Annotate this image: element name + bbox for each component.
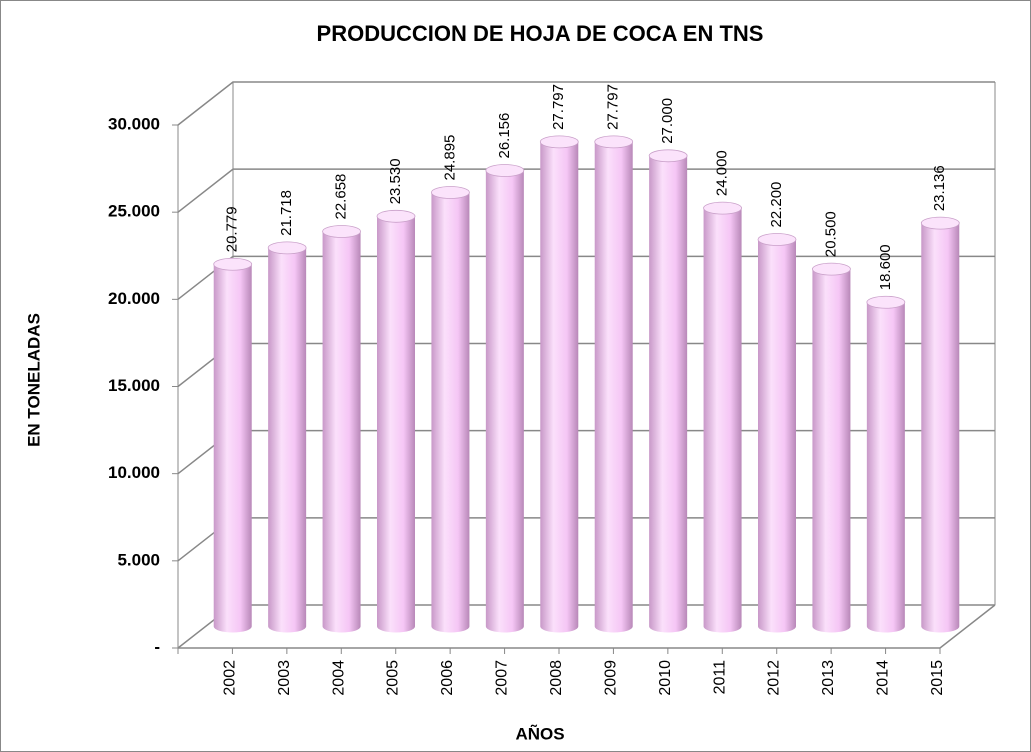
bar-top [920, 216, 960, 230]
bar-top [376, 209, 416, 223]
value-label: 23.530 [387, 158, 404, 204]
value-label: 23.136 [931, 165, 948, 211]
y-tick-label: 20.000 [108, 289, 160, 308]
x-tick-label: 2013 [820, 660, 837, 696]
value-label: 22.200 [768, 182, 785, 228]
y-tick-label: 25.000 [108, 202, 160, 221]
x-tick-label: 2002 [221, 660, 238, 696]
bar [540, 141, 579, 633]
value-label: 21.718 [278, 190, 295, 236]
y-tick-label: 30.000 [108, 114, 160, 133]
x-tick-label: 2007 [494, 660, 511, 696]
bar [921, 223, 960, 633]
x-axis-label: AÑOS [515, 723, 564, 743]
y-tick-label: 5.000 [117, 550, 160, 569]
x-tick-label: 2004 [330, 660, 347, 696]
bar [594, 141, 633, 633]
bar [649, 155, 688, 633]
bar [322, 231, 361, 633]
y-tick-label: - [154, 637, 160, 656]
bar-top [703, 201, 742, 215]
bar-top [594, 135, 634, 149]
bar [431, 192, 470, 633]
bar-top [866, 295, 906, 309]
value-label: 27.797 [550, 84, 567, 130]
y-tick-label: 15.000 [108, 376, 160, 395]
value-label: 26.156 [496, 113, 513, 159]
bar [758, 239, 796, 633]
x-tick-label: 2005 [385, 660, 402, 696]
bar-top [431, 186, 470, 199]
bar-top [648, 149, 688, 163]
chart-title: PRODUCCION DE HOJA DE COCA EN TNS [317, 21, 764, 46]
value-label: 24.000 [714, 150, 731, 196]
x-tick-label: 2014 [875, 660, 892, 696]
grid-line [177, 81, 995, 126]
bar [268, 247, 307, 633]
bar [703, 208, 742, 633]
value-label: 27.000 [659, 98, 676, 144]
bar-top [539, 135, 579, 149]
bar [812, 269, 851, 633]
grid-line [177, 168, 995, 213]
bar-top [485, 164, 525, 177]
bar-top [757, 233, 797, 246]
bar-top [812, 262, 851, 276]
y-tick-label: 10.000 [108, 463, 160, 482]
x-tick-label: 2008 [548, 660, 565, 696]
x-tick-label: 2012 [766, 660, 783, 696]
bar-top [213, 257, 253, 271]
x-tick-label: 2009 [602, 660, 619, 696]
bar [485, 170, 524, 633]
value-label: 27.797 [605, 84, 622, 130]
x-tick-label: 2003 [276, 660, 293, 696]
bar-top [322, 225, 361, 238]
value-label: 22.658 [333, 174, 350, 220]
x-tick-label: 2006 [439, 660, 456, 696]
x-tick-label: 2011 [711, 660, 728, 695]
bar [866, 302, 905, 633]
bar [213, 264, 252, 633]
x-tick-label: 2015 [929, 660, 946, 696]
value-label: 18.600 [877, 244, 894, 290]
bar-top [267, 241, 307, 255]
x-tick-label: 2010 [657, 660, 674, 696]
value-label: 20.779 [224, 206, 241, 252]
value-label: 20.500 [822, 211, 839, 257]
value-label: 24.895 [441, 135, 458, 181]
y-axis-label: EN TONELADAS [24, 313, 43, 447]
bar [377, 216, 415, 633]
